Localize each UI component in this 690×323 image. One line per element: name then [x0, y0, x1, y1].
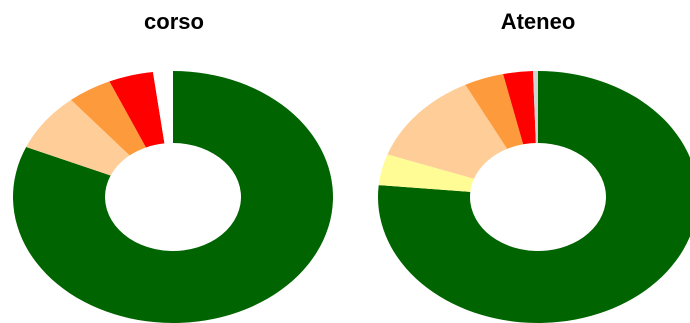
donut-slice-1-2 [387, 84, 508, 179]
donut-slice-1-1 [378, 154, 475, 192]
donut-slice-0-4 [152, 71, 173, 144]
donut-slice-0-1 [26, 99, 130, 176]
donut-ateneo [378, 71, 690, 323]
chart-title-ateneo: Ateneo [500, 9, 576, 34]
donut-slice-0-3 [109, 71, 165, 148]
chart-title-corso: corso [144, 9, 204, 34]
donut-slice-1-0 [378, 71, 690, 323]
donut-slice-0-2 [71, 81, 146, 156]
donut-corso [13, 71, 333, 323]
donut-slice-1-4 [503, 71, 536, 145]
donut-slice-1-3 [465, 74, 524, 149]
donut-slice-0-0 [13, 71, 333, 323]
donut-slice-1-5 [532, 71, 538, 144]
